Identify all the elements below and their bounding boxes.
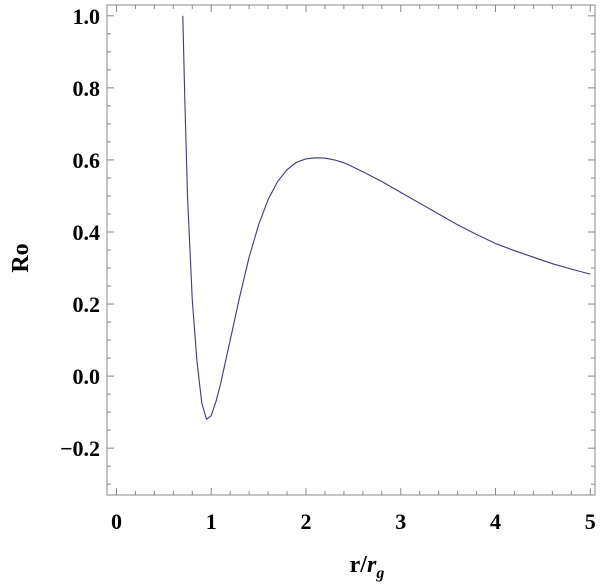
x-tick-label: 2 [300, 509, 311, 534]
y-tick-label: 0.4 [73, 220, 101, 245]
x-tick-label: 0 [111, 509, 122, 534]
y-axis-title: Ro [8, 243, 34, 272]
y-tick-label: 1.0 [73, 4, 101, 29]
plot-frame [106, 4, 596, 496]
x-tick-label: 1 [206, 509, 217, 534]
series-line-0 [182, 15, 591, 421]
x-axis-title-sub: g [375, 565, 384, 582]
x-axis-title-main: r/ [350, 552, 368, 578]
x-axis: 0 1 2 3 4 5 [111, 5, 596, 534]
x-tick-label: 5 [585, 509, 596, 534]
y-tick-label: 0.0 [73, 364, 101, 389]
x-tick-label: 3 [395, 509, 406, 534]
y-tick-label: 0.6 [73, 148, 101, 173]
x-axis-title: r/rg [350, 552, 385, 582]
y-tick-label: 0.8 [73, 76, 101, 101]
x-axis-title-italic: r [367, 552, 377, 578]
y-tick-label: 0.2 [73, 292, 101, 317]
y-axis: −0.2 0.0 0.2 0.4 0.6 0.8 1.0 [60, 4, 595, 485]
x-tick-label: 4 [490, 509, 501, 534]
y-tick-label: −0.2 [60, 436, 100, 461]
plot-area [106, 4, 596, 496]
